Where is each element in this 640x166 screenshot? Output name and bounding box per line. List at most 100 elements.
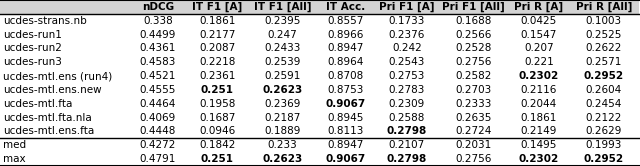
Text: 0.4448: 0.4448	[140, 126, 176, 136]
Text: 0.4069: 0.4069	[140, 113, 176, 123]
Text: 0.4583: 0.4583	[140, 57, 176, 67]
Text: 0.2433: 0.2433	[264, 43, 301, 53]
Text: 0.2753: 0.2753	[388, 71, 425, 81]
Text: 0.2604: 0.2604	[586, 85, 622, 95]
Text: 0.2302: 0.2302	[519, 154, 559, 164]
Text: ucdes-run1: ucdes-run1	[3, 30, 62, 40]
FancyBboxPatch shape	[0, 28, 639, 42]
Text: 0.2149: 0.2149	[521, 126, 557, 136]
Text: 0.221: 0.221	[524, 57, 554, 67]
Text: 0.4272: 0.4272	[140, 140, 176, 150]
Text: 0.2177: 0.2177	[199, 30, 236, 40]
Text: 0.251: 0.251	[201, 154, 234, 164]
Text: 0.4555: 0.4555	[140, 85, 176, 95]
FancyBboxPatch shape	[0, 138, 639, 152]
Text: 0.1861: 0.1861	[199, 16, 236, 26]
Text: 0.4499: 0.4499	[140, 30, 176, 40]
Text: 0.2724: 0.2724	[456, 126, 492, 136]
Text: 0.1688: 0.1688	[456, 16, 492, 26]
Text: 0.2798: 0.2798	[387, 126, 427, 136]
Text: 0.2571: 0.2571	[586, 57, 622, 67]
Text: 0.2952: 0.2952	[584, 71, 624, 81]
Text: 0.2539: 0.2539	[264, 57, 301, 67]
Text: Pri R [All]: Pri R [All]	[576, 2, 632, 12]
Text: ucdes-mtl.ens.fta: ucdes-mtl.ens.fta	[3, 126, 95, 136]
Text: 0.8966: 0.8966	[328, 30, 364, 40]
Text: 0.1889: 0.1889	[264, 126, 301, 136]
FancyBboxPatch shape	[0, 124, 639, 138]
Text: IT F1 [All]: IT F1 [All]	[253, 2, 311, 12]
Text: 0.2582: 0.2582	[456, 71, 492, 81]
FancyBboxPatch shape	[0, 111, 639, 124]
Text: 0.233: 0.233	[268, 140, 298, 150]
FancyBboxPatch shape	[0, 152, 639, 166]
FancyBboxPatch shape	[0, 83, 639, 97]
Text: ucdes-mtl.ens.new: ucdes-mtl.ens.new	[3, 85, 102, 95]
Text: IT F1 [A]: IT F1 [A]	[192, 2, 243, 12]
Text: IT Acc.: IT Acc.	[326, 2, 365, 12]
Text: Pri F1 [A]: Pri F1 [A]	[379, 2, 435, 12]
Text: 0.2309: 0.2309	[389, 99, 425, 109]
Text: 0.251: 0.251	[201, 85, 234, 95]
Text: ucdes-mtl.ens (run4): ucdes-mtl.ens (run4)	[3, 71, 113, 81]
Text: 0.2756: 0.2756	[456, 154, 492, 164]
Text: 0.2116: 0.2116	[521, 85, 557, 95]
Text: 0.2361: 0.2361	[199, 71, 236, 81]
Text: ucdes-mtl.fta.nla: ucdes-mtl.fta.nla	[3, 113, 92, 123]
FancyBboxPatch shape	[0, 55, 639, 69]
Text: 0.4464: 0.4464	[140, 99, 176, 109]
Text: 0.4521: 0.4521	[140, 71, 176, 81]
Text: 0.8113: 0.8113	[328, 126, 364, 136]
Text: 0.2031: 0.2031	[456, 140, 492, 150]
Text: 0.2591: 0.2591	[264, 71, 301, 81]
Text: nDCG: nDCG	[142, 2, 174, 12]
Text: 0.2044: 0.2044	[521, 99, 557, 109]
Text: 0.338: 0.338	[143, 16, 173, 26]
Text: max: max	[3, 154, 26, 164]
Text: 0.0425: 0.0425	[521, 16, 557, 26]
Text: 0.1003: 0.1003	[586, 16, 622, 26]
Text: 0.2635: 0.2635	[456, 113, 492, 123]
Text: 0.2218: 0.2218	[199, 57, 236, 67]
Text: 0.2623: 0.2623	[262, 154, 303, 164]
Text: 0.1687: 0.1687	[199, 113, 236, 123]
Text: 0.2756: 0.2756	[456, 57, 492, 67]
Text: 0.9067: 0.9067	[326, 99, 365, 109]
Text: med: med	[3, 140, 26, 150]
Text: 0.2798: 0.2798	[387, 154, 427, 164]
FancyBboxPatch shape	[0, 0, 639, 14]
Text: 0.2087: 0.2087	[199, 43, 236, 53]
Text: Pri F1 [All]: Pri F1 [All]	[442, 2, 505, 12]
Text: 0.8753: 0.8753	[328, 85, 364, 95]
Text: ucdes-mtl.fta: ucdes-mtl.fta	[3, 99, 72, 109]
Text: 0.2395: 0.2395	[264, 16, 301, 26]
Text: 0.2187: 0.2187	[264, 113, 301, 123]
Text: 0.2543: 0.2543	[388, 57, 425, 67]
Text: 0.2122: 0.2122	[586, 113, 622, 123]
Text: 0.2107: 0.2107	[389, 140, 425, 150]
Text: 0.1861: 0.1861	[521, 113, 557, 123]
Text: 0.207: 0.207	[524, 43, 554, 53]
Text: 0.2376: 0.2376	[388, 30, 425, 40]
Text: 0.2623: 0.2623	[262, 85, 303, 95]
Text: 0.1958: 0.1958	[199, 99, 236, 109]
Text: 0.0946: 0.0946	[199, 126, 236, 136]
Text: 0.8947: 0.8947	[328, 43, 364, 53]
Text: 0.2566: 0.2566	[456, 30, 492, 40]
Text: 0.1495: 0.1495	[521, 140, 557, 150]
Text: 0.8557: 0.8557	[328, 16, 364, 26]
Text: 0.8964: 0.8964	[328, 57, 364, 67]
Text: 0.2528: 0.2528	[456, 43, 492, 53]
Text: 0.1993: 0.1993	[586, 140, 622, 150]
Text: 0.1733: 0.1733	[388, 16, 425, 26]
Text: 0.2454: 0.2454	[586, 99, 622, 109]
Text: 0.2783: 0.2783	[388, 85, 425, 95]
Text: 0.9067: 0.9067	[326, 154, 365, 164]
FancyBboxPatch shape	[0, 42, 639, 55]
Text: Pri R [A]: Pri R [A]	[515, 2, 563, 12]
Text: 0.2369: 0.2369	[264, 99, 301, 109]
Text: 0.2952: 0.2952	[584, 154, 624, 164]
Text: 0.4361: 0.4361	[140, 43, 176, 53]
Text: 0.8708: 0.8708	[328, 71, 364, 81]
FancyBboxPatch shape	[0, 14, 639, 28]
